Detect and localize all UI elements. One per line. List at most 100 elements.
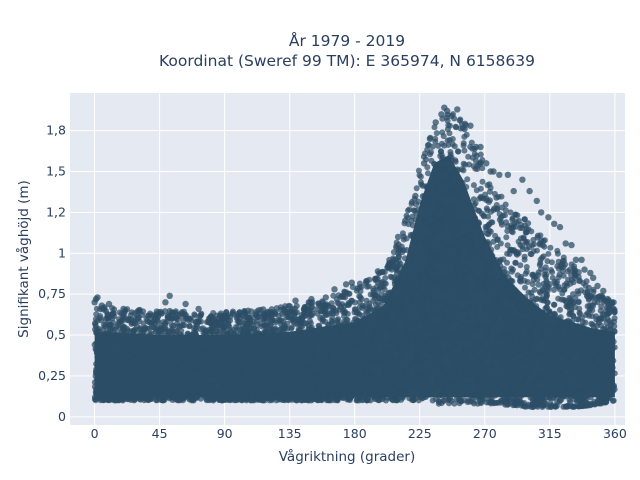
scatter-point [471,201,478,208]
scatter-point [411,298,418,305]
scatter-point [144,387,151,394]
scatter-point [174,353,181,360]
scatter-point [301,350,308,357]
scatter-point [448,157,455,164]
scatter-point [102,355,109,362]
scatter-point [300,382,307,389]
scatter-point [173,358,180,365]
scatter-point [354,353,361,360]
scatter-point [140,308,147,315]
scatter-point [344,302,351,308]
scatter-point [404,277,411,284]
scatter-point [376,359,383,366]
scatter-point [455,305,462,312]
scatter-point [357,294,364,300]
scatter-point [495,353,502,360]
scatter-point [556,372,563,379]
scatter-point [307,304,314,311]
scatter-point [470,182,477,189]
scatter-point [376,327,383,334]
scatter-point [343,369,350,376]
scatter-point [482,285,489,292]
scatter-point [455,396,462,403]
scatter-point [371,327,377,334]
scatter-point [570,299,577,306]
scatter-point [400,233,407,240]
scatter-point [142,355,149,362]
scatter-point [178,332,185,339]
scatter-point [544,299,551,306]
scatter-point [386,384,393,391]
scatter-point [387,350,394,357]
scatter-point [115,322,122,328]
scatter-point [366,350,372,357]
scatter-point [463,184,470,190]
scatter-point [403,335,410,342]
scatter-point [348,355,355,362]
scatter-point [434,217,441,224]
scatter-point [353,397,360,404]
scatter-point [460,142,467,149]
scatter-point [262,358,269,365]
scatter-point [458,292,465,298]
scatter-point [414,341,421,348]
scatter-point [137,361,144,368]
scatter-point [209,343,216,350]
scatter-point [512,211,519,218]
scatter-point [113,370,120,377]
scatter-point [125,317,132,324]
scatter-point [168,331,175,338]
scatter-point [347,364,354,371]
scatter-point [517,381,524,388]
scatter-point [109,315,116,322]
scatter-point [410,231,416,238]
scatter-point [526,299,533,306]
scatter-point [368,360,375,367]
scatter-point [305,392,312,399]
scatter-point [557,314,564,321]
scatter-point [410,397,417,404]
scatter-point [547,244,554,251]
scatter-point [124,373,131,380]
scatter-point [223,350,230,357]
scatter-point [374,373,381,380]
scatter-point [289,374,296,381]
scatter-point [530,357,537,364]
scatter-point [502,201,509,208]
scatter-point [418,269,425,276]
scatter-point [458,320,465,327]
scatter-point [588,313,595,320]
scatter-point [224,384,231,391]
scatter-point [434,348,441,355]
scatter-point [393,397,400,404]
scatter-point [411,336,418,343]
scatter-point [390,255,397,262]
scatter-point [93,361,100,367]
scatter-point [335,321,342,328]
scatter-point [399,394,406,401]
scatter-point [135,337,142,344]
scatter-point [419,395,426,402]
scatter-point [426,321,433,328]
scatter-point [590,323,597,330]
scatter-point [264,315,271,321]
scatter-point [424,185,431,192]
scatter-point [396,332,403,339]
scatter-point [508,224,515,231]
scatter-point [109,354,116,361]
scatter-point [196,313,203,320]
scatter-point [157,308,164,315]
scatter-point [379,396,386,403]
scatter-point [567,307,573,314]
scatter-point [465,372,472,379]
scatter-point [378,323,385,329]
scatter-point [323,350,329,357]
scatter-point [431,171,438,178]
scatter-point [350,319,357,326]
scatter-point [498,193,505,200]
scatter-point [140,348,146,355]
scatter-point [120,345,127,352]
scatter-point [511,220,518,227]
scatter-point [521,372,528,379]
